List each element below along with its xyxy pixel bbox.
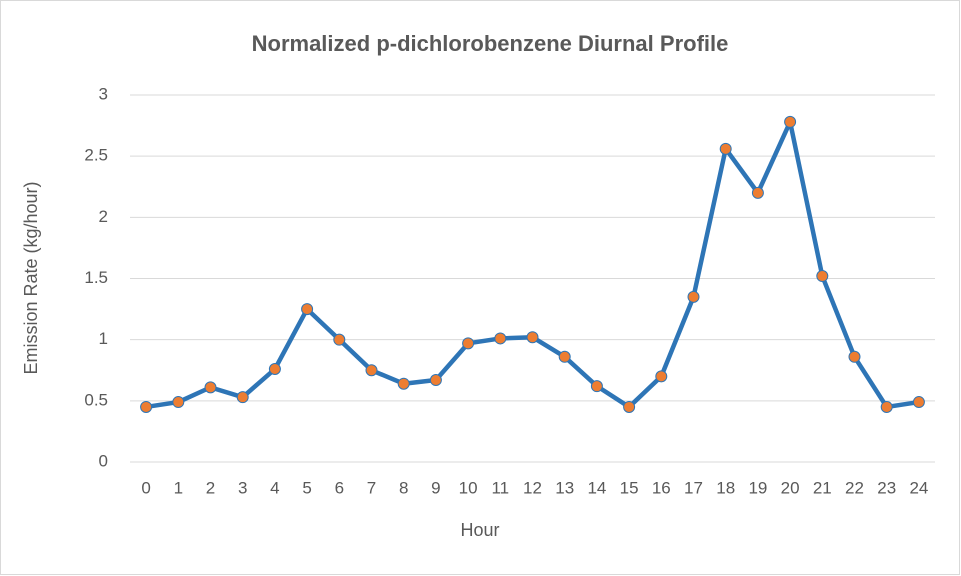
x-tick-label: 12 — [523, 478, 542, 497]
marker — [236, 391, 249, 404]
x-tick-label: 6 — [335, 478, 344, 497]
x-tick-label: 7 — [367, 478, 376, 497]
x-tick-label: 11 — [491, 478, 509, 497]
x-tick-label: 4 — [270, 478, 279, 497]
marker — [429, 374, 442, 387]
x-axis-title: Hour — [460, 520, 499, 540]
x-tick-label: 18 — [716, 478, 735, 497]
y-tick-label: 2 — [99, 207, 108, 226]
x-tick-label: 15 — [620, 478, 639, 497]
marker — [687, 290, 700, 303]
x-tick-label: 22 — [845, 478, 864, 497]
marker — [816, 270, 829, 283]
marker — [719, 142, 732, 155]
marker — [172, 396, 185, 409]
y-tick-label: 3 — [99, 84, 108, 103]
x-tick-label: 14 — [587, 478, 606, 497]
x-tick-label: 24 — [909, 478, 928, 497]
marker — [462, 337, 475, 350]
x-tick-label: 13 — [555, 478, 574, 497]
x-tick-label: 1 — [174, 478, 183, 497]
chart-title: Normalized p-dichlorobenzene Diurnal Pro… — [252, 31, 729, 56]
marker — [301, 303, 314, 316]
marker — [880, 400, 893, 413]
x-tick-label: 21 — [813, 478, 832, 497]
marker — [365, 364, 378, 377]
y-tick-label: 1.5 — [84, 268, 108, 287]
x-tick-label: 17 — [684, 478, 703, 497]
x-tick-label: 0 — [141, 478, 150, 497]
marker — [494, 332, 507, 345]
x-tick-label: 3 — [238, 478, 247, 497]
marker — [912, 396, 925, 409]
y-tick-label: 0 — [99, 451, 108, 470]
marker — [655, 370, 668, 383]
x-tick-label: 19 — [748, 478, 767, 497]
marker — [204, 381, 217, 394]
y-tick-label: 2.5 — [84, 146, 108, 165]
marker — [623, 400, 636, 413]
marker — [397, 377, 410, 390]
marker — [140, 400, 153, 413]
x-tick-label: 20 — [781, 478, 800, 497]
marker — [526, 331, 539, 344]
marker — [784, 115, 797, 128]
marker — [848, 350, 861, 363]
x-tick-label: 8 — [399, 478, 408, 497]
marker — [333, 333, 346, 346]
x-tick-label: 2 — [206, 478, 215, 497]
marker — [751, 186, 764, 199]
x-tick-label: 16 — [652, 478, 671, 497]
x-tick-label: 23 — [877, 478, 896, 497]
marker — [558, 350, 571, 363]
y-tick-label: 0.5 — [84, 390, 108, 409]
marker — [268, 363, 281, 376]
y-axis-title: Emission Rate (kg/hour) — [21, 181, 41, 374]
y-tick-label: 1 — [99, 329, 108, 348]
x-tick-label: 5 — [302, 478, 311, 497]
x-tick-label: 9 — [431, 478, 440, 497]
marker — [590, 380, 603, 393]
x-tick-label: 10 — [459, 478, 478, 497]
